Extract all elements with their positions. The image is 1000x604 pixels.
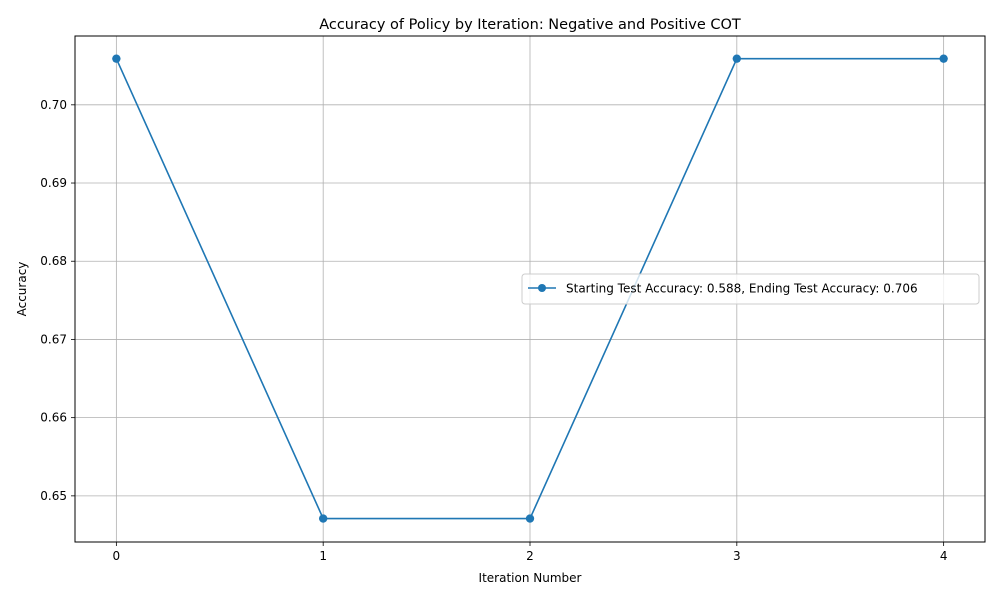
- x-axis: 0 1 2 3 4: [113, 542, 948, 563]
- x-axis-label: Iteration Number: [479, 571, 582, 585]
- y-tick-label: 0.65: [40, 489, 67, 503]
- y-tick-label: 0.69: [40, 176, 67, 190]
- chart-title: Accuracy of Policy by Iteration: Negativ…: [319, 17, 741, 33]
- data-point: [939, 54, 948, 63]
- x-tick-label: 2: [526, 549, 534, 563]
- y-tick-label: 0.70: [40, 98, 67, 112]
- data-point: [318, 514, 328, 523]
- data-point: [525, 514, 535, 523]
- data-layer: [112, 54, 948, 523]
- y-axis: 0.65 0.66 0.67 0.68 0.69 0.70: [40, 98, 75, 503]
- y-tick-label: 0.68: [40, 254, 67, 268]
- legend: Starting Test Accuracy: 0.588, Ending Te…: [521, 273, 980, 305]
- legend-box: [521, 273, 980, 305]
- y-tick-label: 0.66: [40, 411, 67, 425]
- x-tick-label: 1: [319, 549, 327, 563]
- x-tick-label: 4: [940, 549, 948, 563]
- y-tick-label: 0.67: [40, 332, 67, 346]
- x-tick-label: 0: [113, 549, 121, 563]
- data-point: [732, 54, 742, 63]
- legend-label: Starting Test Accuracy: 0.588, Ending Te…: [566, 282, 918, 296]
- data-point: [112, 54, 121, 63]
- y-axis-label: Accuracy: [15, 262, 29, 317]
- x-tick-label: 3: [733, 549, 741, 563]
- legend-marker: [538, 284, 546, 292]
